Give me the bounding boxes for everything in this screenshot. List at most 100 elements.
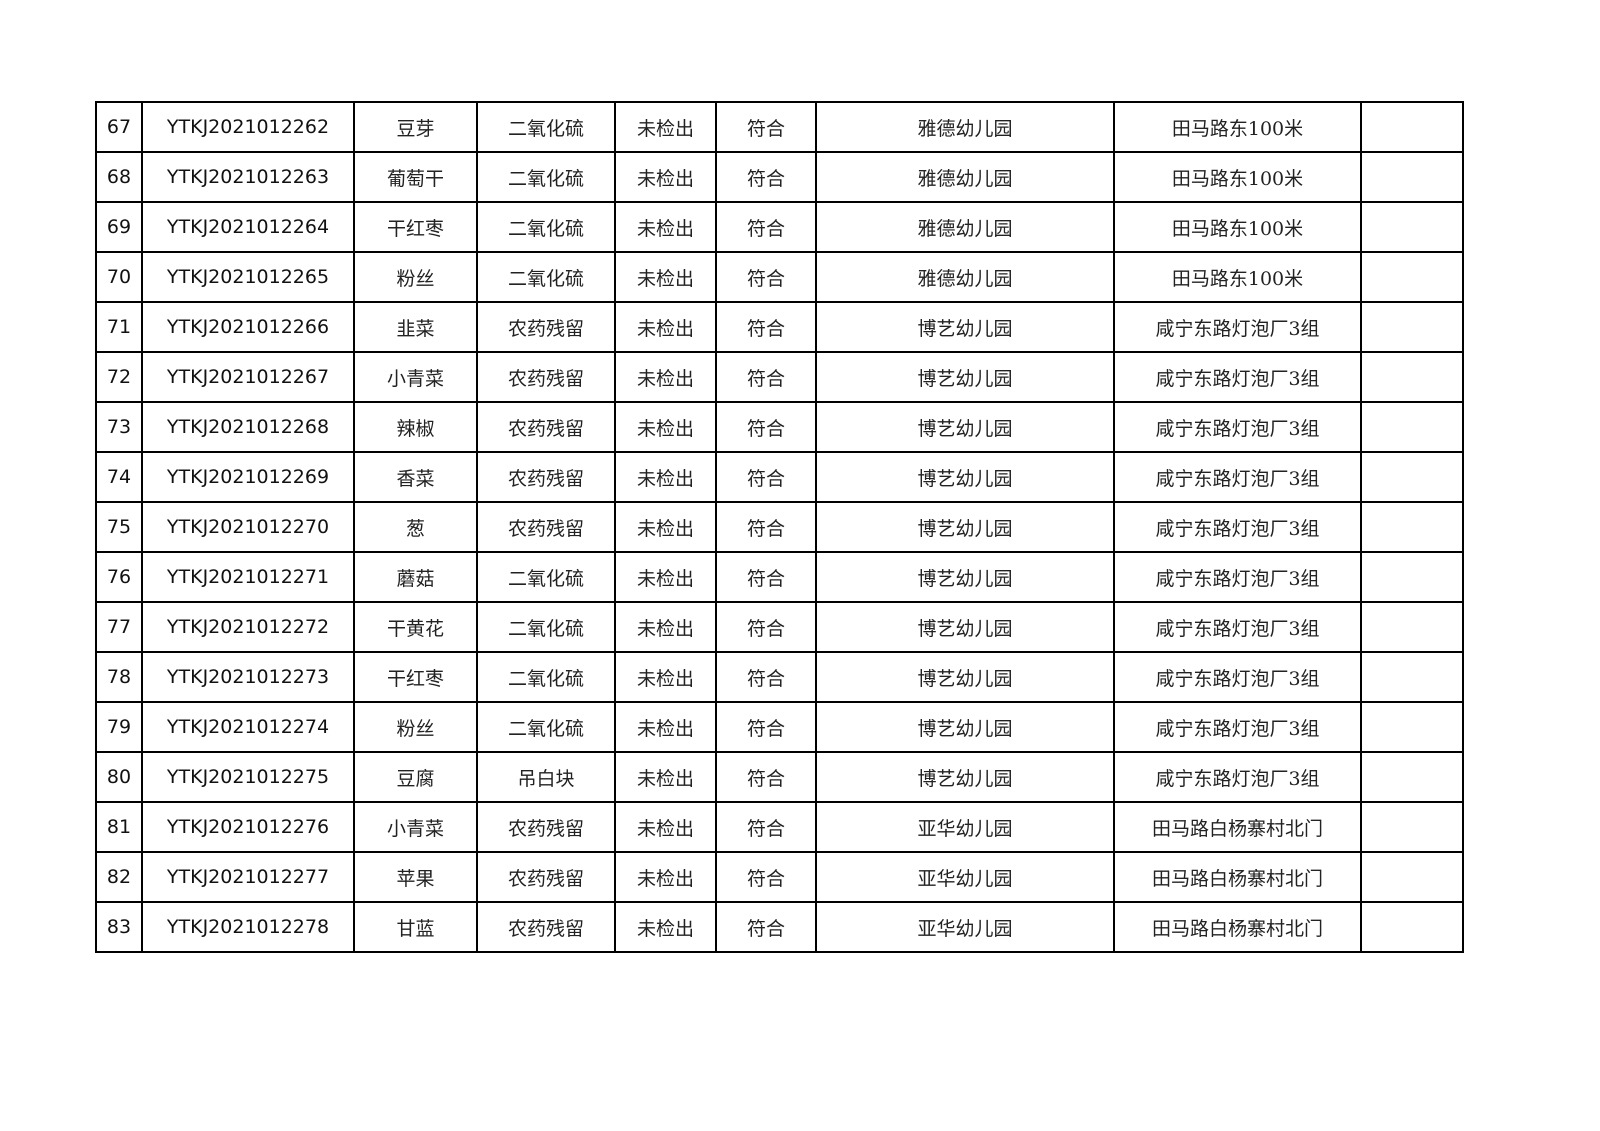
test-result-cell: 未检出 (614, 301, 717, 353)
test-item-cell: 农药残留 (476, 501, 616, 553)
remarks-cell (1360, 551, 1464, 603)
table-row: 82 YTKJ2021012277 苹果 农药残留 未检出 符合 亚华幼儿园 田马路白杨寨村北… (95, 851, 1464, 903)
conclusion-cell: 符合 (715, 401, 817, 453)
row-number-cell: 68 (95, 151, 143, 203)
sample-code-cell: YTKJ2021012268 (141, 401, 355, 453)
address-cell: 咸宁东路灯泡厂3组 (1113, 701, 1362, 753)
address-cell: 田马路白杨寨村北门 (1113, 851, 1362, 903)
test-result-cell: 未检出 (614, 851, 717, 903)
address-cell: 咸宁东路灯泡厂3组 (1113, 451, 1362, 503)
sample-code-cell: YTKJ2021012274 (141, 701, 355, 753)
conclusion-cell: 符合 (715, 651, 817, 703)
sampling-unit-cell: 雅德幼儿园 (815, 101, 1115, 153)
sample-code-cell: YTKJ2021012273 (141, 651, 355, 703)
address-cell: 田马路东100米 (1113, 101, 1362, 153)
test-item-cell: 农药残留 (476, 801, 616, 853)
remarks-cell (1360, 101, 1464, 153)
sampling-unit-cell: 博艺幼儿园 (815, 551, 1115, 603)
table-row: 72 YTKJ2021012267 小青菜 农药残留 未检出 符合 博艺幼儿园 咸宁东路灯泡厂… (95, 351, 1464, 403)
test-result-cell: 未检出 (614, 151, 717, 203)
sampling-unit-cell: 博艺幼儿园 (815, 701, 1115, 753)
sample-name-cell: 小青菜 (353, 351, 478, 403)
conclusion-cell: 符合 (715, 801, 817, 853)
test-item-cell: 吊白块 (476, 751, 616, 803)
conclusion-cell: 符合 (715, 451, 817, 503)
sample-name-cell: 干黄花 (353, 601, 478, 653)
conclusion-cell: 符合 (715, 101, 817, 153)
address-cell: 咸宁东路灯泡厂3组 (1113, 651, 1362, 703)
test-result-cell: 未检出 (614, 701, 717, 753)
sample-name-cell: 辣椒 (353, 401, 478, 453)
table-row: 68 YTKJ2021012263 葡萄干 二氧化硫 未检出 符合 雅德幼儿园 田马路东100… (95, 151, 1464, 203)
sampling-unit-cell: 博艺幼儿园 (815, 451, 1115, 503)
test-item-cell: 农药残留 (476, 401, 616, 453)
test-result-cell: 未检出 (614, 901, 717, 953)
test-result-cell: 未检出 (614, 101, 717, 153)
sampling-unit-cell: 亚华幼儿园 (815, 851, 1115, 903)
sample-name-cell: 干红枣 (353, 201, 478, 253)
sampling-unit-cell: 博艺幼儿园 (815, 651, 1115, 703)
sampling-unit-cell: 亚华幼儿园 (815, 901, 1115, 953)
address-cell: 咸宁东路灯泡厂3组 (1113, 501, 1362, 553)
test-item-cell: 二氧化硫 (476, 251, 616, 303)
address-cell: 田马路白杨寨村北门 (1113, 801, 1362, 853)
row-number-cell: 82 (95, 851, 143, 903)
test-result-cell: 未检出 (614, 651, 717, 703)
table-row: 71 YTKJ2021012266 韭菜 农药残留 未检出 符合 博艺幼儿园 咸宁东路灯泡厂3… (95, 301, 1464, 353)
test-item-cell: 二氧化硫 (476, 551, 616, 603)
address-cell: 咸宁东路灯泡厂3组 (1113, 751, 1362, 803)
address-cell: 田马路东100米 (1113, 251, 1362, 303)
test-item-cell: 二氧化硫 (476, 201, 616, 253)
conclusion-cell: 符合 (715, 601, 817, 653)
remarks-cell (1360, 351, 1464, 403)
test-result-cell: 未检出 (614, 251, 717, 303)
conclusion-cell: 符合 (715, 201, 817, 253)
test-item-cell: 二氧化硫 (476, 101, 616, 153)
sample-code-cell: YTKJ2021012272 (141, 601, 355, 653)
row-number-cell: 81 (95, 801, 143, 853)
test-result-cell: 未检出 (614, 751, 717, 803)
sample-name-cell: 豆芽 (353, 101, 478, 153)
table-row: 73 YTKJ2021012268 辣椒 农药残留 未检出 符合 博艺幼儿园 咸宁东路灯泡厂3… (95, 401, 1464, 453)
conclusion-cell: 符合 (715, 851, 817, 903)
row-number-cell: 79 (95, 701, 143, 753)
row-number-cell: 70 (95, 251, 143, 303)
sample-code-cell: YTKJ2021012263 (141, 151, 355, 203)
address-cell: 田马路东100米 (1113, 201, 1362, 253)
row-number-cell: 76 (95, 551, 143, 603)
test-item-cell: 农药残留 (476, 901, 616, 953)
test-result-cell: 未检出 (614, 451, 717, 503)
sample-name-cell: 豆腐 (353, 751, 478, 803)
sampling-unit-cell: 雅德幼儿园 (815, 151, 1115, 203)
row-number-cell: 77 (95, 601, 143, 653)
table-row: 80 YTKJ2021012275 豆腐 吊白块 未检出 符合 博艺幼儿园 咸宁东路灯泡厂3组 (95, 751, 1464, 803)
remarks-cell (1360, 251, 1464, 303)
remarks-cell (1360, 501, 1464, 553)
row-number-cell: 75 (95, 501, 143, 553)
row-number-cell: 72 (95, 351, 143, 403)
sampling-unit-cell: 博艺幼儿园 (815, 351, 1115, 403)
sample-name-cell: 葱 (353, 501, 478, 553)
conclusion-cell: 符合 (715, 551, 817, 603)
test-item-cell: 农药残留 (476, 451, 616, 503)
address-cell: 咸宁东路灯泡厂3组 (1113, 351, 1362, 403)
sample-name-cell: 苹果 (353, 851, 478, 903)
sampling-unit-cell: 雅德幼儿园 (815, 201, 1115, 253)
address-cell: 咸宁东路灯泡厂3组 (1113, 401, 1362, 453)
address-cell: 咸宁东路灯泡厂3组 (1113, 301, 1362, 353)
sample-code-cell: YTKJ2021012277 (141, 851, 355, 903)
remarks-cell (1360, 901, 1464, 953)
address-cell: 田马路东100米 (1113, 151, 1362, 203)
sample-code-cell: YTKJ2021012269 (141, 451, 355, 503)
test-item-cell: 二氧化硫 (476, 151, 616, 203)
row-number-cell: 83 (95, 901, 143, 953)
sampling-unit-cell: 博艺幼儿园 (815, 751, 1115, 803)
row-number-cell: 73 (95, 401, 143, 453)
remarks-cell (1360, 451, 1464, 503)
sample-name-cell: 粉丝 (353, 251, 478, 303)
sampling-unit-cell: 亚华幼儿园 (815, 801, 1115, 853)
address-cell: 咸宁东路灯泡厂3组 (1113, 551, 1362, 603)
sample-code-cell: YTKJ2021012267 (141, 351, 355, 403)
sampling-unit-cell: 博艺幼儿园 (815, 601, 1115, 653)
test-item-cell: 二氧化硫 (476, 701, 616, 753)
